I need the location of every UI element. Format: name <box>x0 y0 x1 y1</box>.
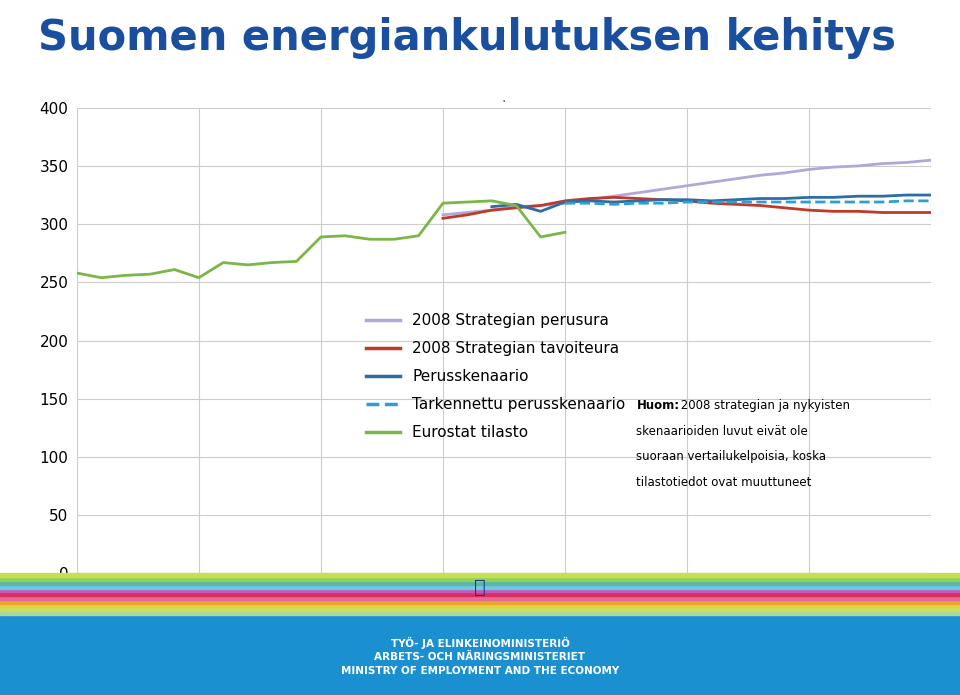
Text: 2008 strategian ja nykyisten: 2008 strategian ja nykyisten <box>678 399 851 412</box>
Legend: 2008 Strategian perusura, 2008 Strategian tavoiteura, Perusskenaario, Tarkennett: 2008 Strategian perusura, 2008 Strategia… <box>367 313 626 440</box>
Text: MINISTRY OF EMPLOYMENT AND THE ECONOMY: MINISTRY OF EMPLOYMENT AND THE ECONOMY <box>341 666 619 676</box>
Text: 🦁: 🦁 <box>474 578 486 597</box>
Text: tilastotiedot ovat muuttuneet: tilastotiedot ovat muuttuneet <box>636 476 812 489</box>
Text: ARBETS- OCH NÄRINGSMINISTERIET: ARBETS- OCH NÄRINGSMINISTERIET <box>374 652 586 662</box>
Text: TYÖ- JA ELINKEINOMINISTERIÖ: TYÖ- JA ELINKEINOMINISTERIÖ <box>391 637 569 649</box>
Text: skenaarioiden luvut eivät ole: skenaarioiden luvut eivät ole <box>636 425 808 438</box>
Text: Suomen energiankulutuksen kehitys: Suomen energiankulutuksen kehitys <box>38 17 897 59</box>
Text: .: . <box>502 92 506 106</box>
Text: suoraan vertailukelpoisia, koska: suoraan vertailukelpoisia, koska <box>636 450 827 464</box>
Text: Huom:: Huom: <box>636 399 680 412</box>
